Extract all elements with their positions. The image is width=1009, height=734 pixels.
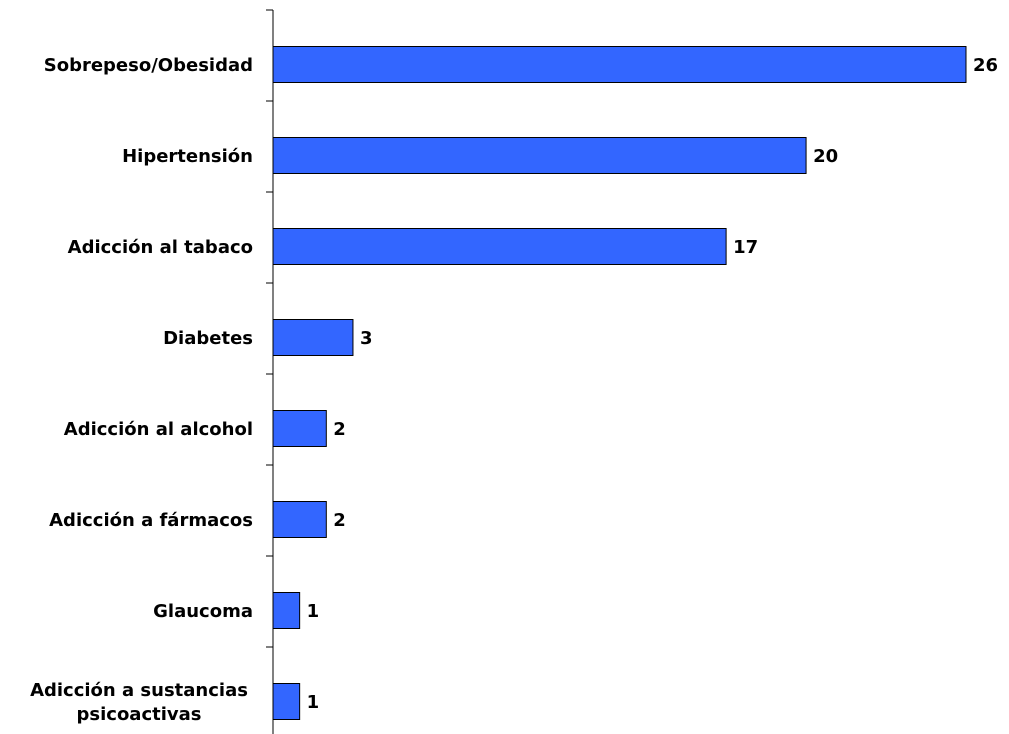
labels-group: 26 Sobrepeso/Obesidad 20 Hipertensión 17 Adic… [30,55,998,725]
category-axis [266,9,274,734]
bar-4 [272,410,327,447]
value-label-4: 2 [333,419,346,440]
category-label-2: Adicción al tabaco [68,237,253,258]
category-label-line: Adicción a sustancias [30,680,248,701]
category-label-4: Adicción al alcohol [64,419,253,440]
category-label-line: Hipertensión [122,146,253,167]
category-label-line: Adicción a fármacos [49,510,253,531]
category-label-line: psicoactivas [77,704,202,725]
category-label-6: Glaucoma [153,601,253,622]
bar-6 [272,592,301,629]
bar-0 [272,46,967,83]
category-label-line: Adicción al tabaco [68,237,253,258]
category-label-line: Diabetes [163,328,253,349]
category-label-line: Adicción al alcohol [64,419,253,440]
bar-3 [272,319,354,356]
value-label-6: 1 [307,601,320,622]
category-label-5: Adicción a fármacos [49,510,253,531]
value-label-5: 2 [333,510,346,531]
category-label-3: Diabetes [163,328,253,349]
category-label-line: Sobrepeso/Obesidad [44,55,253,76]
bar-7 [272,683,301,720]
category-label-1: Hipertensión [122,146,253,167]
value-label-2: 17 [733,237,758,258]
value-label-1: 20 [813,146,838,167]
category-label-7: Adicción a sustancias psicoactivas [30,680,248,725]
category-label-line: Glaucoma [153,601,253,622]
value-label-3: 3 [360,328,373,349]
category-label-0: Sobrepeso/Obesidad [44,55,253,76]
value-label-0: 26 [973,55,998,76]
bar-2 [272,228,727,265]
value-label-7: 1 [307,692,320,713]
bar-1 [272,137,807,174]
bars-group [272,46,967,720]
bar-5 [272,501,327,538]
